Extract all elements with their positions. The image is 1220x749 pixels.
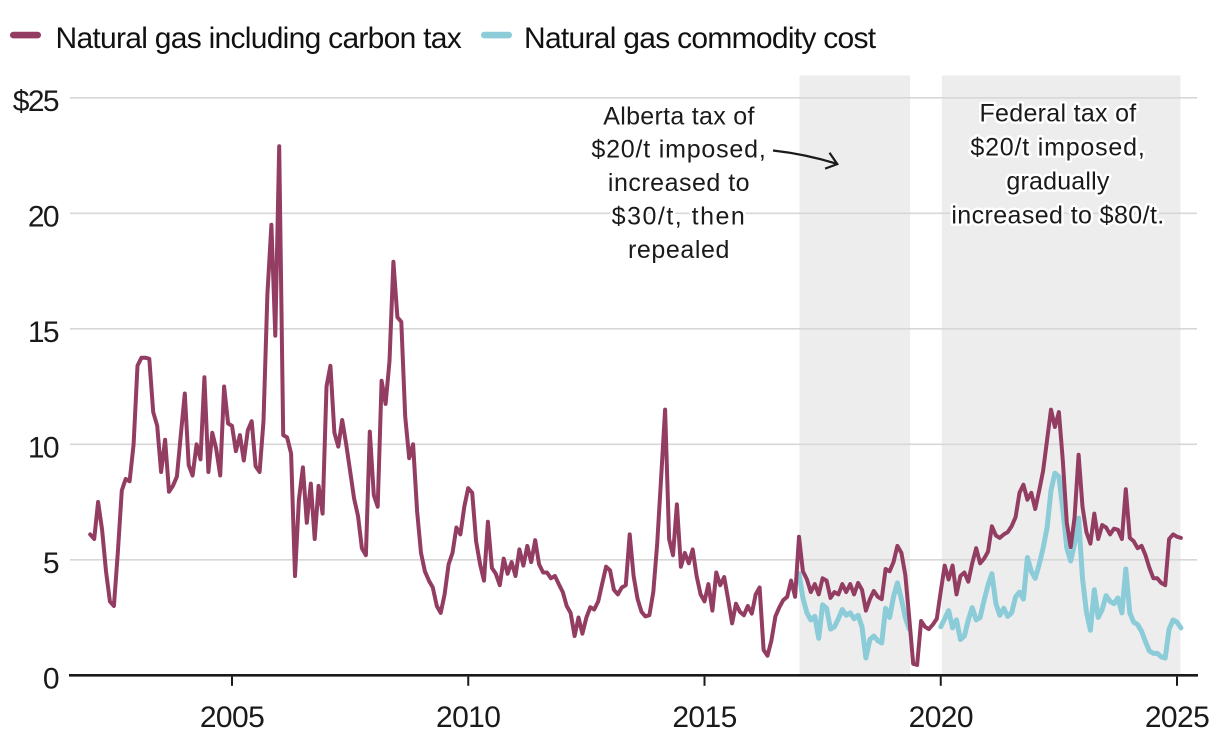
svg-text:gradually: gradually <box>1006 167 1110 195</box>
svg-text:2010: 2010 <box>436 701 500 734</box>
svg-text:Natural gas commodity cost: Natural gas commodity cost <box>524 22 877 55</box>
svg-text:2020: 2020 <box>909 701 973 734</box>
svg-text:$20/t imposed,: $20/t imposed, <box>970 133 1145 161</box>
svg-text:Natural gas including carbon t: Natural gas including carbon tax <box>56 22 462 55</box>
svg-text:repealed: repealed <box>628 236 730 264</box>
svg-text:increased to: increased to <box>608 169 750 197</box>
svg-text:Federal tax of: Federal tax of <box>979 99 1136 127</box>
svg-text:Alberta tax of: Alberta tax of <box>603 102 755 130</box>
svg-text:5: 5 <box>43 547 59 580</box>
svg-text:2015: 2015 <box>672 701 736 734</box>
svg-text:0: 0 <box>43 662 59 695</box>
svg-text:$30/t, then: $30/t, then <box>612 203 747 231</box>
svg-text:2025: 2025 <box>1145 701 1209 734</box>
svg-text:2005: 2005 <box>200 701 264 734</box>
svg-text:$20/t imposed,: $20/t imposed, <box>591 136 766 164</box>
svg-text:15: 15 <box>28 316 59 349</box>
svg-text:increased to $80/t.: increased to $80/t. <box>951 201 1164 229</box>
svg-text:10: 10 <box>28 431 59 464</box>
svg-text:20: 20 <box>28 200 59 233</box>
svg-text:$25: $25 <box>13 85 59 118</box>
